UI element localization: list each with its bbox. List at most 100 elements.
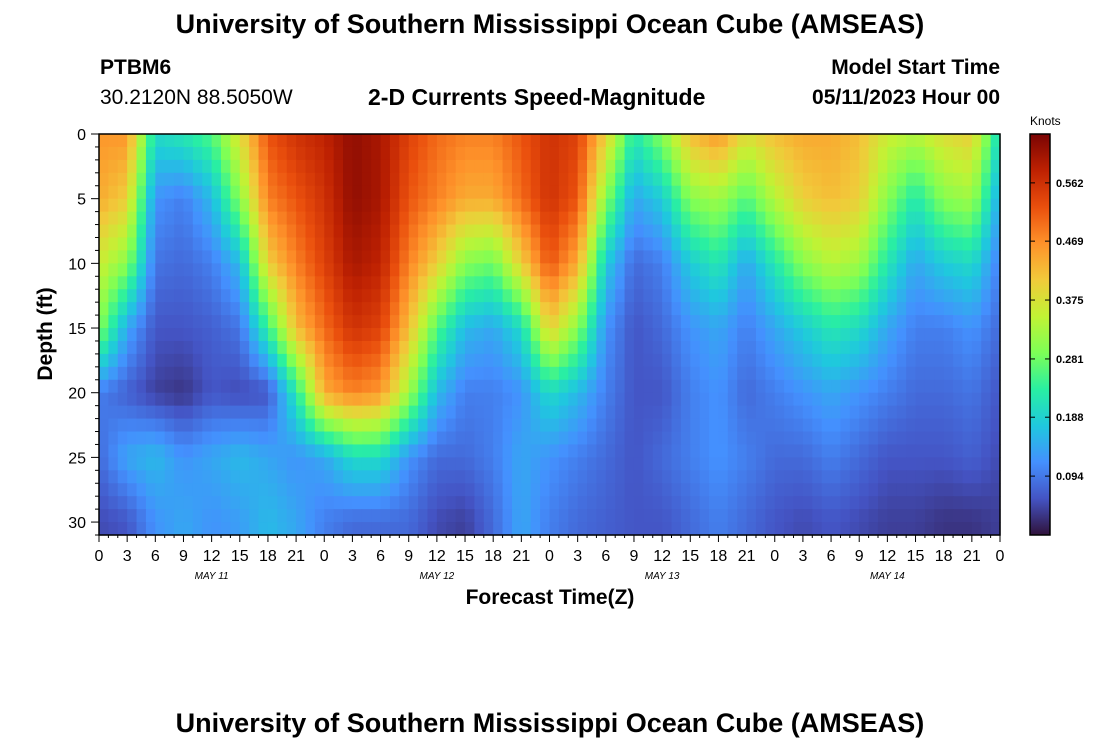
heatmap-cell [774, 496, 785, 510]
x-tick-label: 3 [123, 548, 132, 565]
heatmap-cell [521, 211, 532, 226]
day-label: MAY 11 [195, 571, 229, 582]
heatmap-cell [99, 353, 109, 368]
heatmap-cell [934, 431, 945, 446]
heatmap-cell [183, 431, 194, 446]
heatmap-cell [530, 211, 541, 226]
heatmap-cell [305, 146, 316, 161]
heatmap-cell [174, 483, 185, 497]
heatmap-cell [840, 392, 851, 407]
heatmap-cell [718, 276, 729, 290]
heatmap-cell [474, 366, 485, 381]
heatmap-cell [239, 328, 250, 342]
heatmap-cell [239, 431, 250, 446]
heatmap-cell [408, 366, 419, 381]
heatmap-cell [446, 185, 457, 200]
heatmap-cell [624, 276, 635, 290]
heatmap-cell [971, 185, 982, 200]
heatmap-cell [868, 522, 879, 536]
heatmap-cell [474, 302, 485, 316]
heatmap-cell [962, 134, 973, 148]
heatmap-cell [249, 496, 260, 510]
heatmap-cell [493, 509, 504, 523]
heatmap-cell [877, 418, 888, 433]
heatmap-cell [981, 211, 992, 226]
heatmap-cell [389, 250, 400, 264]
heatmap-cell [727, 315, 738, 329]
heatmap-cell [596, 470, 607, 484]
heatmap-cell [446, 302, 457, 316]
heatmap-cell [737, 366, 748, 381]
heatmap-cell [305, 224, 316, 239]
heatmap-cell [221, 198, 231, 213]
heatmap-cell [671, 263, 682, 277]
heatmap-cell [765, 302, 776, 316]
heatmap-cell [239, 379, 250, 394]
heatmap-cell [305, 444, 316, 458]
heatmap-cell [971, 418, 982, 433]
heatmap-cell [624, 392, 635, 407]
heatmap-cell [446, 198, 457, 213]
heatmap-cell [746, 366, 757, 381]
heatmap-cell [746, 328, 757, 342]
heatmap-cell [981, 431, 992, 446]
heatmap-cell [474, 431, 485, 446]
heatmap-cell [371, 185, 382, 200]
heatmap-cell [755, 237, 766, 252]
heatmap-cell [277, 431, 288, 446]
heatmap-cell [812, 159, 823, 174]
heatmap-cell [446, 470, 457, 484]
heatmap-cell [502, 405, 513, 420]
heatmap-cell [333, 289, 344, 303]
heatmap-cell [990, 392, 1001, 407]
heatmap-cell [849, 185, 860, 200]
heatmap-cell [924, 522, 935, 536]
heatmap-cell [765, 172, 776, 187]
heatmap-cell [831, 457, 842, 471]
heatmap-cell [502, 353, 513, 368]
heatmap-cell [671, 444, 682, 458]
heatmap-cell [418, 146, 429, 161]
heatmap-cell [436, 289, 447, 303]
heatmap-cell [408, 509, 419, 523]
heatmap-cell [521, 470, 532, 484]
heatmap-cell [662, 405, 673, 420]
heatmap-cell [699, 211, 710, 226]
heatmap-cell [577, 315, 588, 329]
heatmap-cell [258, 496, 269, 510]
heatmap-cell [258, 211, 269, 226]
heatmap-cell [737, 302, 748, 316]
heatmap-cell [793, 483, 804, 497]
heatmap-cell [183, 289, 194, 303]
heatmap-cell [192, 328, 203, 342]
heatmap-cell [840, 211, 851, 226]
heatmap-cell [643, 302, 654, 316]
heatmap-cell [493, 198, 504, 213]
heatmap-cell [840, 353, 851, 368]
heatmap-cell [202, 483, 213, 497]
heatmap-cell [887, 198, 898, 213]
heatmap-cell [418, 444, 429, 458]
heatmap-cell [784, 172, 795, 187]
heatmap-cell [530, 146, 541, 161]
heatmap-cell [192, 263, 203, 277]
heatmap-cell [333, 483, 344, 497]
heatmap-cell [615, 470, 626, 484]
heatmap-cell [859, 379, 870, 394]
heatmap-cell [812, 237, 823, 252]
heatmap-cell [971, 366, 982, 381]
heatmap-cell [709, 444, 720, 458]
heatmap-cell [436, 405, 447, 420]
heatmap-cell [633, 431, 644, 446]
heatmap-cell [755, 224, 766, 239]
heatmap-cell [267, 211, 278, 226]
heatmap-cell [361, 496, 372, 510]
heatmap-cell [953, 522, 964, 536]
heatmap-cell [737, 483, 748, 497]
heatmap-cell [389, 353, 400, 368]
heatmap-cell [446, 224, 457, 239]
heatmap-cell [924, 392, 935, 407]
heatmap-cell [981, 198, 992, 213]
heatmap-cell [239, 263, 250, 277]
heatmap-cell [662, 146, 673, 161]
